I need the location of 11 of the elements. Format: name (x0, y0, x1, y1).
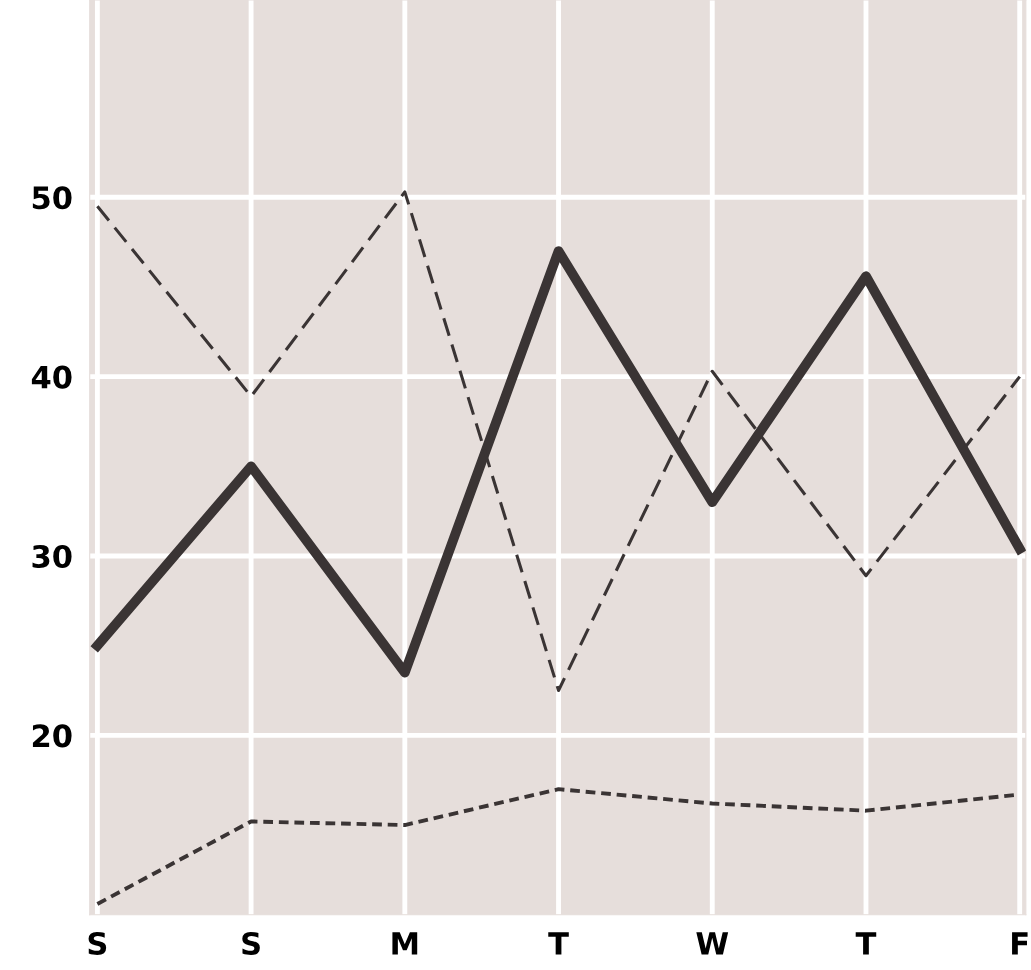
y-tick-label: 40 (31, 365, 72, 389)
x-tick-label: M (392, 932, 418, 955)
x-tick-label: W (696, 932, 729, 955)
x-tick-label: T (548, 932, 569, 955)
x-tick-label: S (242, 931, 260, 956)
x-tick-label: S (88, 931, 107, 956)
x-tick-label: F (1012, 932, 1028, 955)
y-tick-label: 20 (32, 724, 72, 748)
y-tick-label: 50 (32, 186, 72, 210)
y-tick-label: 30 (32, 544, 72, 569)
x-tick-label: T (855, 932, 877, 955)
